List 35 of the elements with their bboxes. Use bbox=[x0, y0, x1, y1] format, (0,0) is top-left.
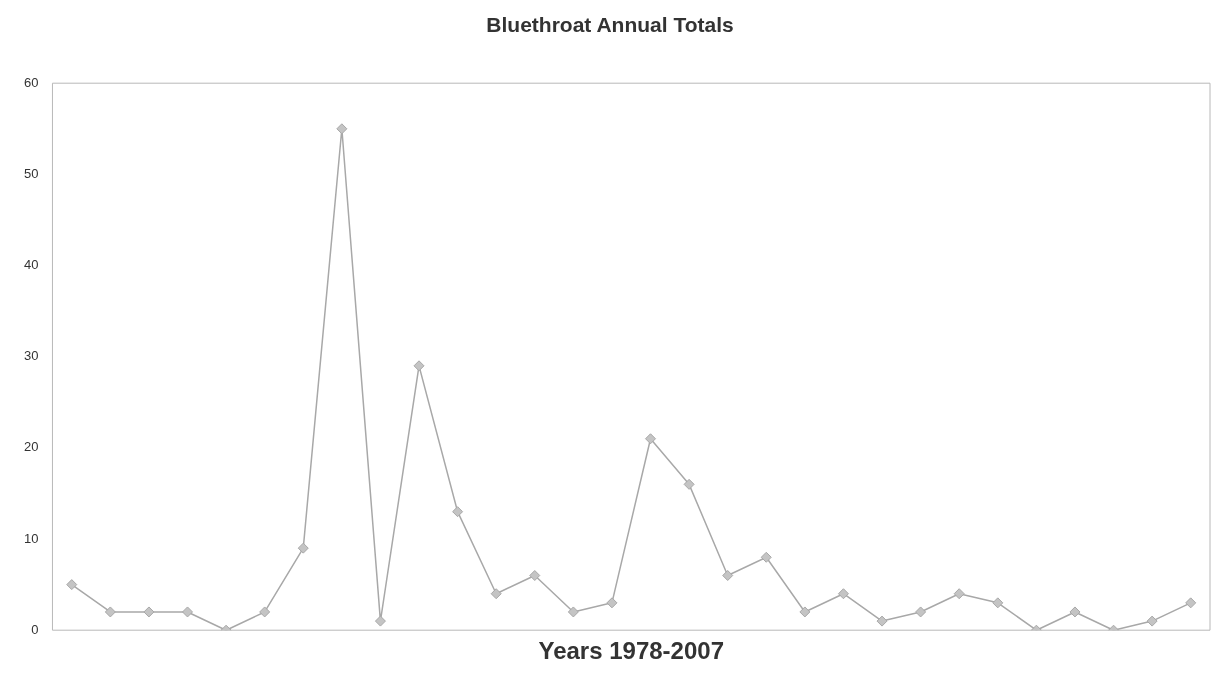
x-axis-title: Years 1978-2007 bbox=[538, 637, 724, 665]
y-tick-label: 10 bbox=[23, 530, 39, 546]
point bbox=[567, 606, 579, 618]
point bbox=[1185, 597, 1197, 609]
point bbox=[104, 606, 116, 618]
point bbox=[490, 588, 502, 600]
chart-title: Bluethroat Annual Totals bbox=[486, 13, 734, 37]
point bbox=[722, 570, 734, 581]
point bbox=[297, 542, 309, 554]
point bbox=[452, 506, 464, 518]
point bbox=[645, 433, 657, 445]
point bbox=[992, 597, 1004, 609]
point bbox=[1146, 615, 1158, 627]
point bbox=[876, 615, 888, 627]
point bbox=[143, 606, 155, 618]
point bbox=[1069, 606, 1081, 618]
point bbox=[760, 551, 772, 563]
point bbox=[529, 570, 541, 581]
point bbox=[953, 588, 965, 600]
point bbox=[66, 579, 78, 591]
point bbox=[374, 615, 386, 627]
y-tick-label: 60 bbox=[23, 74, 39, 90]
y-tick-label: 20 bbox=[23, 439, 39, 455]
point bbox=[799, 606, 811, 618]
point bbox=[413, 360, 425, 372]
y-tick-label: 0 bbox=[31, 621, 39, 637]
y-tick-label: 30 bbox=[23, 348, 39, 364]
point bbox=[259, 606, 271, 618]
point bbox=[915, 606, 927, 618]
y-tick-label: 50 bbox=[23, 165, 39, 181]
point bbox=[606, 597, 618, 609]
point bbox=[683, 478, 695, 490]
y-tick-label: 40 bbox=[23, 257, 39, 273]
point bbox=[837, 588, 849, 600]
point bbox=[182, 606, 194, 618]
